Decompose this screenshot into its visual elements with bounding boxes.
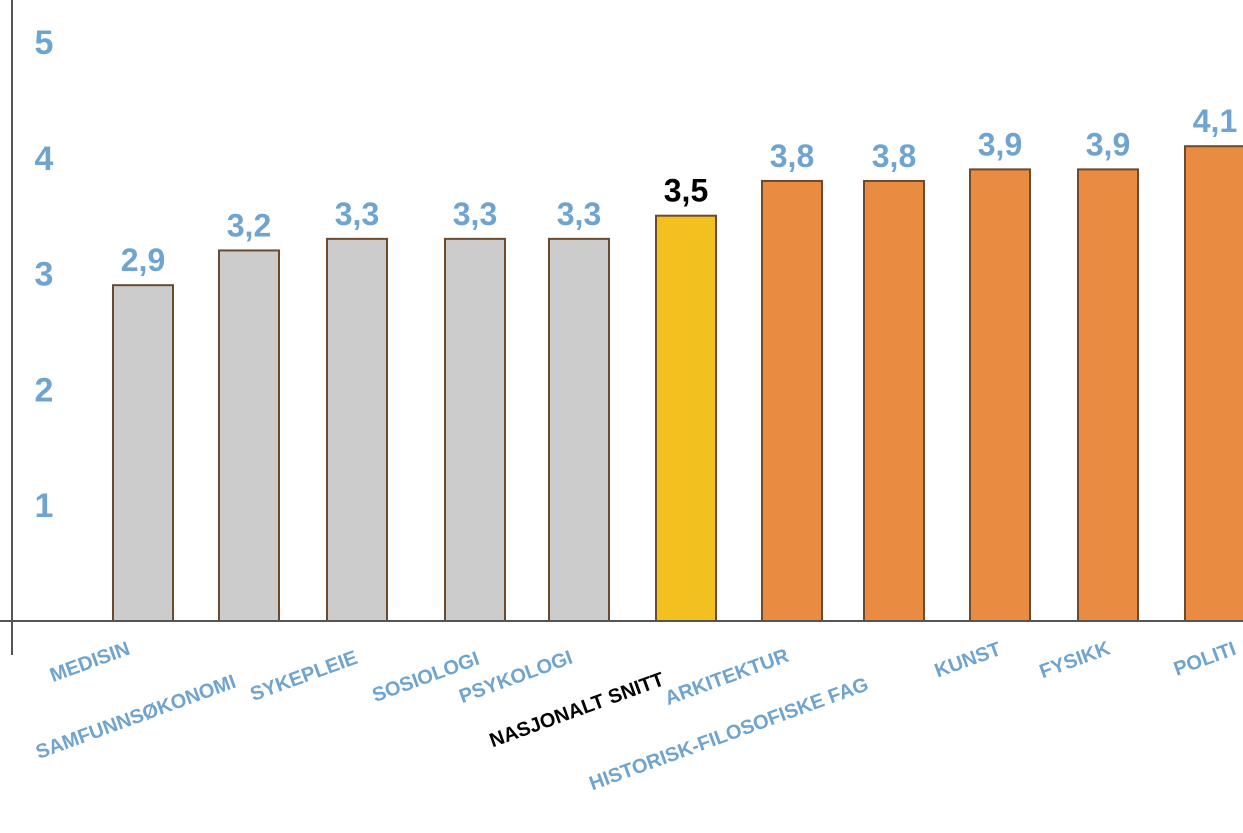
category-label: SAMFUNNSØKONOMI [33, 671, 239, 764]
bar-value-label: 3,3 [453, 196, 497, 232]
y-tick-label: 2 [35, 371, 54, 409]
bar-value-label: 3,2 [227, 207, 271, 243]
bar-sykepleie [326, 237, 388, 623]
y-tick-label: 1 [35, 487, 54, 525]
axis-layer [0, 0, 1243, 655]
bar-samfunns-konomi [218, 249, 280, 622]
bar-kunst [969, 168, 1031, 622]
category-label: POLITI [1171, 638, 1239, 681]
bar-sosiologi [444, 237, 506, 623]
bar-arkitektur [761, 179, 823, 623]
bar-medisin [112, 284, 174, 622]
category-label: SYKEPLEIE [247, 647, 360, 706]
category-label: MEDISIN [47, 638, 133, 687]
bar-nasjonalt-snitt [655, 214, 717, 622]
bar-politi [1184, 145, 1243, 622]
bar-value-label: 3,9 [978, 126, 1022, 162]
y-tick-label: 5 [35, 24, 54, 62]
bars-layer [112, 145, 1243, 623]
category-label: ARKITEKTUR [662, 645, 792, 710]
bar-value-label: 3,3 [557, 196, 601, 232]
y-tick-label: 4 [35, 140, 54, 178]
bar-value-label: 4,1 [1193, 103, 1237, 139]
bar-fysikk [1077, 168, 1139, 622]
bar-value-label: 3,8 [872, 138, 916, 174]
bar-value-label: 3,3 [335, 196, 379, 232]
category-label: KUNST [932, 638, 1004, 682]
bar-psykologi [548, 237, 610, 623]
bar-value-label: 3,9 [1086, 126, 1130, 162]
bar-historisk-filosofiske-fag [863, 179, 925, 623]
bar-value-label: 2,9 [121, 242, 165, 278]
bar-value-label: 3,5 [664, 173, 708, 209]
y-tick-label: 3 [35, 256, 54, 294]
category-label: FYSIKK [1037, 637, 1114, 683]
labels-layer: 1 2 3 4 5 2,9 MEDISIN 3,2 SAMFUNNSØKONOMI 3,3 SYKE… [33, 24, 1239, 795]
bar-value-label: 3,8 [770, 138, 814, 174]
